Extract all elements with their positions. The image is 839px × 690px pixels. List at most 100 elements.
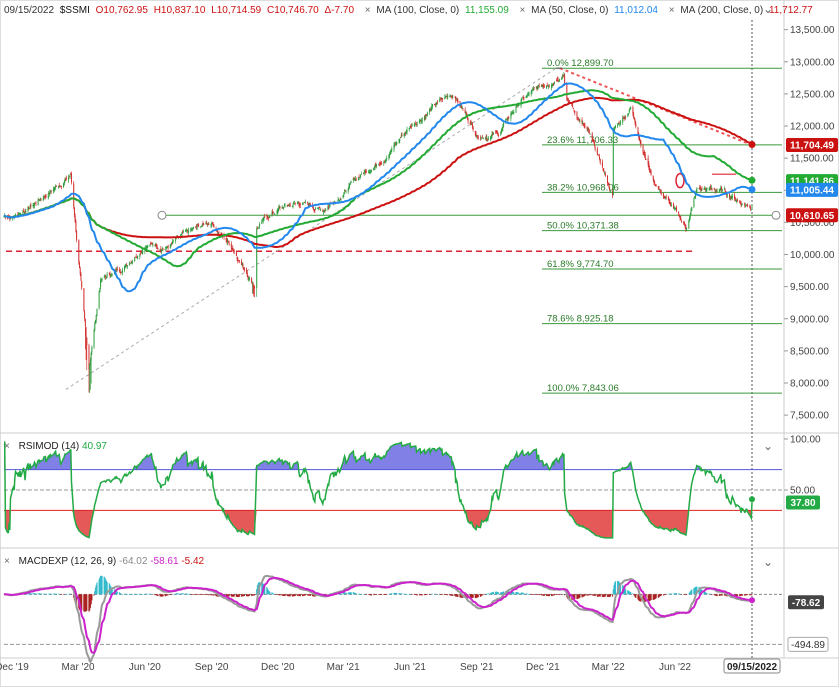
price-y-tick-label: 12,000.00 [790,122,835,133]
macd-histogram-bar [689,591,691,595]
x-tick-label: Sep '20 [195,662,229,673]
price-candle [373,166,375,168]
macd-histogram-bar [190,594,192,595]
price-candle [584,125,586,127]
x-tick-label: Jun '22 [659,662,691,673]
price-candle [455,99,457,101]
macd-histogram-bar [101,575,103,595]
macd-collapse-icon[interactable]: ⌄ [763,555,774,569]
macd-histogram-bar [516,591,518,595]
fib-level-label: 61.8% 9,774.70 [547,259,614,270]
macd-histogram-bar [277,594,280,596]
macd-histogram-bar [705,592,707,595]
price-candle [96,308,98,316]
macd-histogram-bar [582,594,585,597]
price-candle [208,224,210,226]
price-candle [186,230,188,231]
price-candle [269,216,271,217]
price-candle [362,173,364,175]
price-candle [502,125,504,129]
price-candle [339,199,341,200]
price-candle [69,174,71,177]
price-candle [105,276,107,277]
price-candle [681,220,683,222]
price-candle [262,218,264,221]
macd-histogram-bar [413,594,415,595]
macd-histogram-bar [556,594,558,596]
macd-histogram-bar [206,594,208,596]
macd-histogram-bar [353,592,355,595]
macd-histogram-bar [390,593,392,595]
price-candle [532,89,534,91]
macd-histogram-bar [401,593,403,595]
rsi-panel: 100.00 50.00 [3,435,821,539]
macd-histogram-bar [603,594,606,597]
price-candle [78,239,80,263]
price-candle [63,181,65,185]
macd-histogram-bar [439,594,441,595]
price-candle [444,97,446,99]
price-candle [485,136,487,139]
price-candle [48,193,50,195]
macd-histogram-bar [123,593,126,595]
price-candle [577,117,579,119]
price-candle [699,187,701,189]
macd-histogram-bar [162,594,164,597]
macd-histogram-bar [125,593,127,595]
macd-close-icon[interactable]: × [4,556,10,567]
price-candle [91,346,93,353]
price-candle [108,273,110,274]
price-candle [257,227,259,229]
header-symbol: $SSMI [59,5,90,16]
price-candle [522,96,524,98]
price-candle [39,200,41,202]
price-candle [694,193,696,199]
price-candle [680,218,682,220]
price-panel-collapse-icon[interactable]: ⌄ [763,2,774,16]
price-candle [345,191,347,193]
macd-histogram-bar [375,594,377,595]
macd-histogram-bar [399,593,401,595]
macd-histogram-bar [121,594,123,595]
ma50-close-icon[interactable]: × [519,5,526,16]
macd-histogram-bar [151,594,153,595]
macd-histogram-bar [741,594,744,596]
macd-histogram-bar [52,593,54,595]
price-candle [277,209,279,212]
price-candle [68,176,70,178]
rsi-close-icon[interactable]: × [4,441,10,452]
macd-histogram-bar [602,594,604,598]
price-candle [420,120,422,122]
price-candle [434,104,436,106]
price-candle [32,205,34,206]
rsi-collapse-icon[interactable]: ⌄ [763,439,774,453]
rsi-badge-box [786,495,820,510]
ma100-close-icon[interactable]: × [364,5,371,16]
macd-histogram-bar [312,594,314,597]
price-candle [93,330,95,348]
macd-histogram-bar [181,593,183,595]
price-candle [160,248,162,251]
price-candle [192,228,194,230]
macd-histogram-bar [165,594,167,596]
price-candle [548,86,550,88]
macd-histogram-bar [62,594,65,595]
price-candle [135,256,137,258]
price-candle [624,116,626,119]
macd-histogram-bar [548,594,550,597]
price-candle [705,189,707,192]
macd-histogram-bar [312,594,314,597]
macd-histogram-bar [368,594,370,595]
ma200-close-icon[interactable]: × [668,5,675,16]
price-candle [391,148,393,150]
price-candle [495,131,497,133]
macd-histogram-bar [512,591,514,595]
macd-histogram-bar [256,585,259,595]
macd-histogram-bar [638,594,640,601]
price-candle [601,162,603,168]
macd-histogram-bar [354,592,356,595]
price-candle [364,170,366,172]
price-candle [126,265,128,267]
price-candle [24,210,26,213]
price-candle [557,79,559,81]
